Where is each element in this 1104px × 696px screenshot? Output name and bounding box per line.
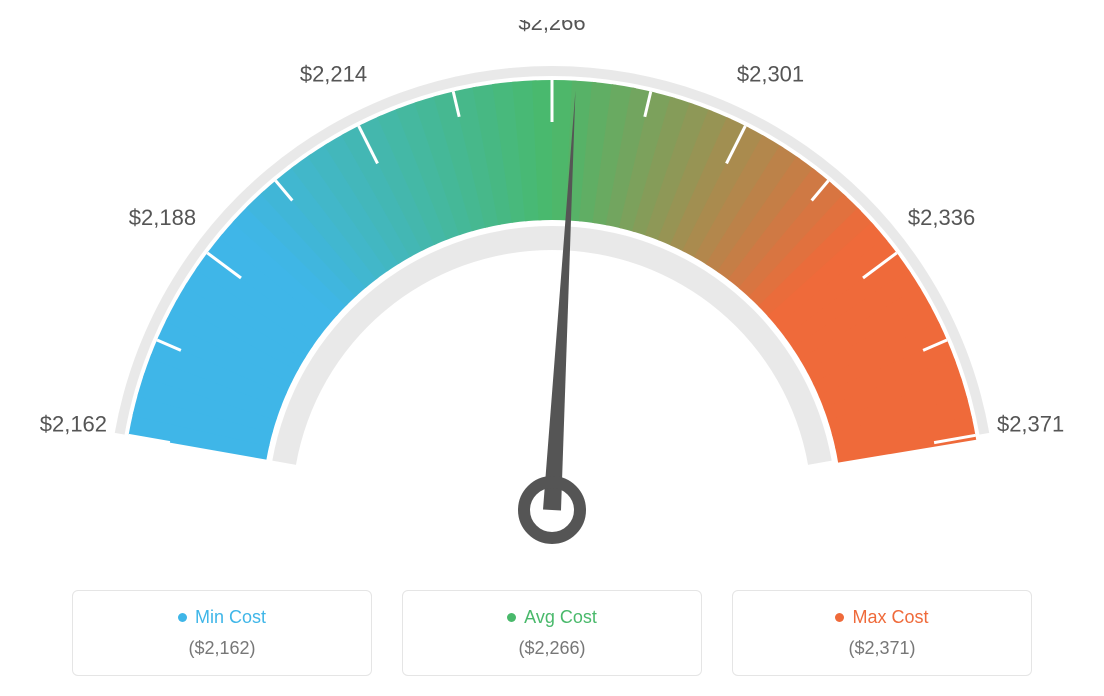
legend-card-avg: Avg Cost ($2,266) bbox=[402, 590, 702, 676]
gauge-svg: $2,162 $2,188 $2,214 $2,266 $2,301 $2,336 $2,3… bbox=[20, 20, 1084, 560]
legend-label-max: Max Cost bbox=[852, 607, 928, 628]
legend-value-avg: ($2,266) bbox=[423, 638, 681, 659]
svg-text:$2,188: $2,188 bbox=[129, 205, 196, 230]
gauge-svg-wrap: $2,162 $2,188 $2,214 $2,266 $2,301 $2,336 $2,3… bbox=[20, 20, 1084, 560]
legend-label-min: Min Cost bbox=[195, 607, 266, 628]
svg-text:$2,301: $2,301 bbox=[737, 62, 804, 87]
legend-value-max: ($2,371) bbox=[753, 638, 1011, 659]
svg-text:$2,266: $2,266 bbox=[518, 20, 585, 35]
legend-card-max: Max Cost ($2,371) bbox=[732, 590, 1032, 676]
svg-text:$2,214: $2,214 bbox=[300, 62, 367, 87]
legend-row: Min Cost ($2,162) Avg Cost ($2,266) Max … bbox=[20, 590, 1084, 676]
legend-title-avg: Avg Cost bbox=[507, 607, 597, 628]
svg-text:$2,371: $2,371 bbox=[997, 411, 1064, 436]
legend-card-min: Min Cost ($2,162) bbox=[72, 590, 372, 676]
legend-title-max: Max Cost bbox=[835, 607, 928, 628]
legend-dot-min bbox=[178, 613, 187, 622]
legend-dot-max bbox=[835, 613, 844, 622]
legend-label-avg: Avg Cost bbox=[524, 607, 597, 628]
cost-gauge-chart: $2,162 $2,188 $2,214 $2,266 $2,301 $2,336 $2,3… bbox=[20, 20, 1084, 676]
legend-title-min: Min Cost bbox=[178, 607, 266, 628]
legend-value-min: ($2,162) bbox=[93, 638, 351, 659]
legend-dot-avg bbox=[507, 613, 516, 622]
svg-text:$2,336: $2,336 bbox=[908, 205, 975, 230]
svg-text:$2,162: $2,162 bbox=[40, 411, 107, 436]
